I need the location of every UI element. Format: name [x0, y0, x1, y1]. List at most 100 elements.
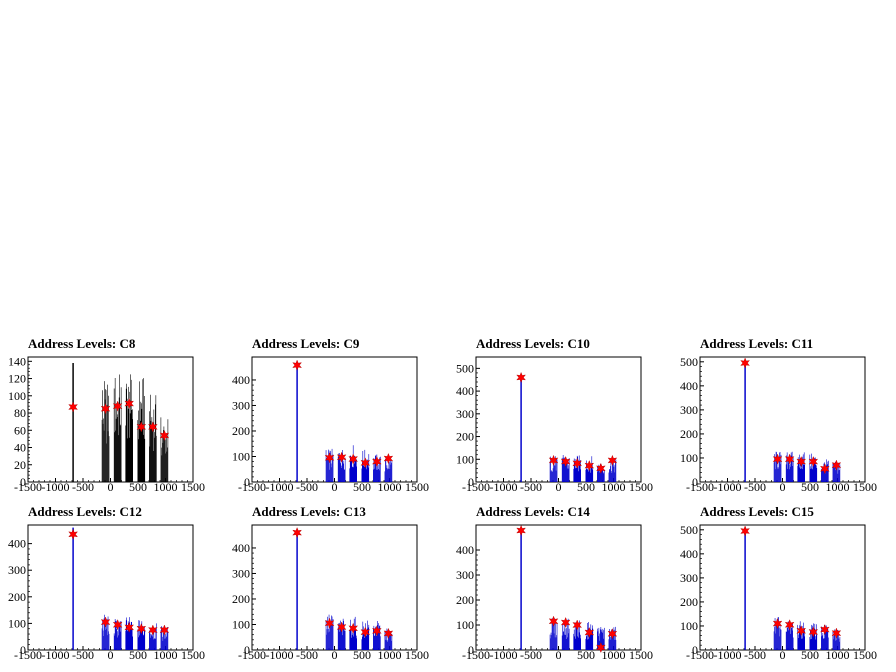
peak-marker [808, 626, 819, 638]
y-tick-label: 100 [680, 451, 698, 465]
panel-title: Address Levels: C14 [476, 504, 590, 519]
panel-title: Address Levels: C11 [700, 336, 814, 351]
x-tick-label: 1500 [181, 648, 205, 662]
peak-marker [136, 623, 147, 635]
y-tick-label: 500 [456, 361, 474, 375]
peak-marker [383, 452, 394, 465]
y-tick-label: 200 [232, 592, 250, 606]
x-tick-label: -1000 [42, 480, 70, 494]
histogram-peak [349, 616, 357, 650]
x-tick-label: 1000 [602, 480, 626, 494]
y-tick-label: 100 [232, 617, 250, 631]
x-tick-label: 1500 [181, 480, 205, 494]
y-tick-label: 200 [680, 595, 698, 609]
x-tick-label: -1500 [686, 480, 714, 494]
histogram-peak [337, 618, 346, 650]
x-tick-label: -1000 [266, 480, 294, 494]
x-tick-label: 1500 [405, 648, 429, 662]
peak-marker [784, 453, 795, 465]
y-tick-label: 300 [232, 398, 250, 412]
x-tick-label: 500 [353, 648, 371, 662]
y-tick-label: 100 [232, 449, 250, 463]
histogram-peak [744, 528, 746, 650]
y-tick-label: 120 [8, 372, 26, 386]
x-tick-label: -1500 [238, 480, 266, 494]
panel-title: Address Levels: C13 [252, 504, 366, 519]
peak-marker [560, 616, 571, 629]
x-tick-label: -1500 [14, 480, 42, 494]
y-tick-label: 400 [456, 384, 474, 398]
y-tick-label: 300 [232, 566, 250, 580]
x-tick-label: 0 [108, 648, 114, 662]
peak-marker [607, 454, 618, 466]
chart-svg: 0 100 200 300 400 -1500 -1000 -500 0 500 1000 1500 [232, 524, 429, 662]
plot-frame [27, 356, 194, 483]
histogram-peak [361, 449, 370, 482]
histogram-peak [296, 530, 298, 650]
peak-marker [820, 463, 830, 475]
peak-marker [292, 359, 302, 371]
histogram-peak [101, 381, 110, 482]
x-tick-label: 500 [129, 480, 147, 494]
peak-marker [548, 454, 559, 466]
panel-title: Address Levels: C12 [28, 504, 142, 519]
x-tick-label: 1500 [853, 648, 877, 662]
histogram-peak [160, 417, 169, 482]
y-tick-label: 400 [8, 537, 26, 551]
peak-marker [516, 371, 526, 384]
peak-marker [336, 621, 347, 633]
x-tick-label: -1500 [462, 480, 490, 494]
peak-marker [68, 401, 78, 413]
y-tick-label: 60 [14, 423, 26, 437]
peak-marker [348, 453, 359, 465]
histogram-peak [549, 456, 558, 482]
x-tick-label: -500 [72, 480, 94, 494]
histogram-peak [296, 364, 298, 482]
peak-marker [831, 459, 842, 471]
y-tick-label: 400 [456, 543, 474, 557]
x-tick-label: 500 [129, 648, 147, 662]
y-tick-label: 80 [14, 406, 26, 420]
x-tick-label: -1000 [714, 480, 742, 494]
peak-marker [112, 400, 123, 412]
peak-marker [124, 621, 135, 633]
x-tick-label: 1000 [154, 648, 178, 662]
y-tick-label: 100 [8, 616, 26, 630]
y-tick-label: 100 [8, 389, 26, 403]
x-tick-label: 0 [556, 480, 562, 494]
y-tick-label: 400 [680, 547, 698, 561]
peak-marker [136, 421, 147, 433]
peak-marker [772, 453, 783, 465]
y-tick-label: 200 [680, 427, 698, 441]
panel-c11: Address Levels: C11 0 100 200 300 400 500 -150… [672, 336, 896, 504]
x-tick-label: 1500 [405, 480, 429, 494]
x-tick-label: -1500 [238, 648, 266, 662]
x-tick-label: -500 [744, 648, 766, 662]
y-tick-label: 200 [456, 430, 474, 444]
chart-svg: 0 20 40 60 80 100 120 140 -1500 -1000 -500 0 500 1000… [8, 354, 205, 494]
x-tick-label: 500 [577, 480, 595, 494]
y-tick-label: 40 [14, 441, 26, 455]
y-tick-label: 0 [468, 475, 474, 489]
chart-svg: 0 100 200 300 400 -1500 -1000 -500 0 500 1000 1500 [8, 524, 205, 662]
panel-c15: Address Levels: C15 0 100 200 300 400 500 -150… [672, 504, 896, 672]
chart-svg: 0 100 200 300 400 -1500 -1000 -500 0 500 1000 1500 [232, 356, 429, 494]
y-tick-label: 0 [20, 643, 26, 657]
peak-marker [159, 624, 170, 636]
peak-marker [100, 403, 111, 415]
x-tick-label: -1000 [42, 648, 70, 662]
histogram-peak [72, 363, 74, 482]
x-tick-label: -1500 [462, 648, 490, 662]
peak-marker [740, 357, 750, 369]
panel-title: Address Levels: C10 [476, 336, 590, 351]
x-tick-label: 500 [353, 480, 371, 494]
y-tick-label: 200 [456, 593, 474, 607]
x-tick-label: -1000 [266, 648, 294, 662]
y-tick-label: 0 [244, 475, 250, 489]
x-tick-label: 0 [780, 480, 786, 494]
plot-frame [475, 356, 642, 483]
peak-marker [148, 421, 158, 433]
peak-marker [372, 456, 382, 468]
histogram-peak [384, 457, 393, 482]
x-tick-label: 0 [556, 648, 562, 662]
